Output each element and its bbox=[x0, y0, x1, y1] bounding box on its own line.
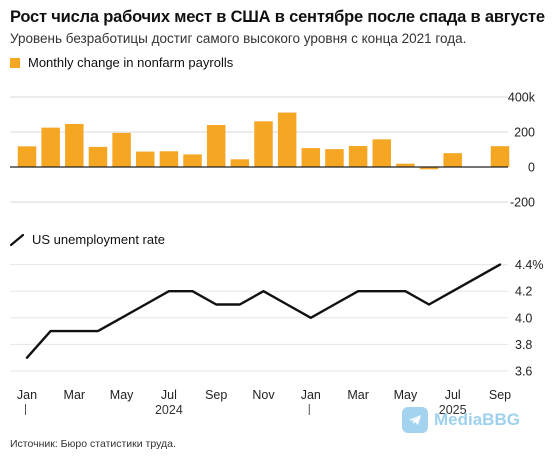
payroll-bar bbox=[372, 139, 391, 167]
payroll-bar bbox=[88, 146, 108, 167]
payroll-bar bbox=[490, 146, 510, 167]
unemployment-legend: US unemployment rate bbox=[10, 232, 165, 247]
x-tick-label: Nov bbox=[252, 388, 275, 402]
bar-y-tick-label: 200 bbox=[514, 126, 535, 140]
payroll-bar bbox=[348, 146, 368, 167]
payroll-bar bbox=[230, 159, 250, 167]
year-label: 2024 bbox=[155, 403, 183, 417]
payrolls-legend: Monthly change in nonfarm payrolls bbox=[10, 55, 233, 70]
payroll-bar bbox=[206, 125, 226, 167]
unemployment-legend-line-icon bbox=[10, 233, 24, 246]
x-tick-label: Jan bbox=[301, 388, 321, 402]
unemployment-line bbox=[25, 263, 502, 359]
payroll-bar bbox=[443, 153, 462, 167]
x-tick-label: Mar bbox=[347, 388, 369, 402]
x-tick-label: May bbox=[110, 388, 134, 402]
payroll-bar bbox=[65, 123, 84, 167]
watermark-text: MediaBBG bbox=[434, 410, 520, 429]
payrolls-legend-swatch bbox=[10, 57, 20, 68]
x-tick-label: May bbox=[394, 388, 418, 402]
bar-y-tick-label: 400k bbox=[508, 91, 536, 105]
payroll-bar bbox=[41, 127, 60, 167]
x-tick-label: Sep bbox=[205, 388, 227, 402]
line-y-tick-label: 4.2 bbox=[515, 285, 532, 299]
chart-title: Рост числа рабочих мест в США в сентябре… bbox=[10, 8, 545, 26]
payroll-bar bbox=[17, 146, 37, 167]
payroll-bar bbox=[419, 167, 439, 170]
bar-y-tick-label: 0 bbox=[528, 161, 535, 175]
payroll-bar bbox=[112, 132, 131, 167]
line-y-tick-label: 3.8 bbox=[515, 338, 532, 352]
line-y-tick-label: 3.6 bbox=[515, 365, 532, 379]
year-label: 2025 bbox=[439, 403, 467, 417]
x-tick-label: Jul bbox=[445, 388, 461, 402]
x-tick-label: Jul bbox=[161, 388, 177, 402]
x-tick-label: Jan bbox=[17, 388, 37, 402]
line-y-tick-label: 4.0 bbox=[515, 311, 532, 325]
payroll-bar bbox=[325, 149, 344, 167]
unemployment-legend-label: US unemployment rate bbox=[32, 232, 165, 247]
chart-subtitle: Уровень безработицы достиг самого высоко… bbox=[10, 31, 467, 46]
payroll-bar bbox=[136, 151, 155, 167]
watermark: MediaBBG bbox=[402, 407, 520, 433]
x-tick-label: Sep bbox=[489, 388, 511, 402]
line-y-tick-label: 4.4% bbox=[515, 258, 544, 272]
payroll-bar bbox=[277, 112, 297, 167]
payroll-bar bbox=[396, 163, 415, 167]
payroll-bar bbox=[301, 148, 321, 167]
telegram-icon bbox=[402, 407, 428, 433]
payroll-bar bbox=[254, 121, 273, 167]
payroll-bar bbox=[183, 154, 202, 167]
source-note: Источник: Бюро статистики труда. bbox=[10, 438, 176, 450]
payroll-bar bbox=[159, 151, 179, 167]
x-tick-label: Mar bbox=[64, 388, 86, 402]
payrolls-legend-label: Monthly change in nonfarm payrolls bbox=[28, 55, 234, 70]
bar-y-tick-label: -200 bbox=[510, 196, 535, 210]
